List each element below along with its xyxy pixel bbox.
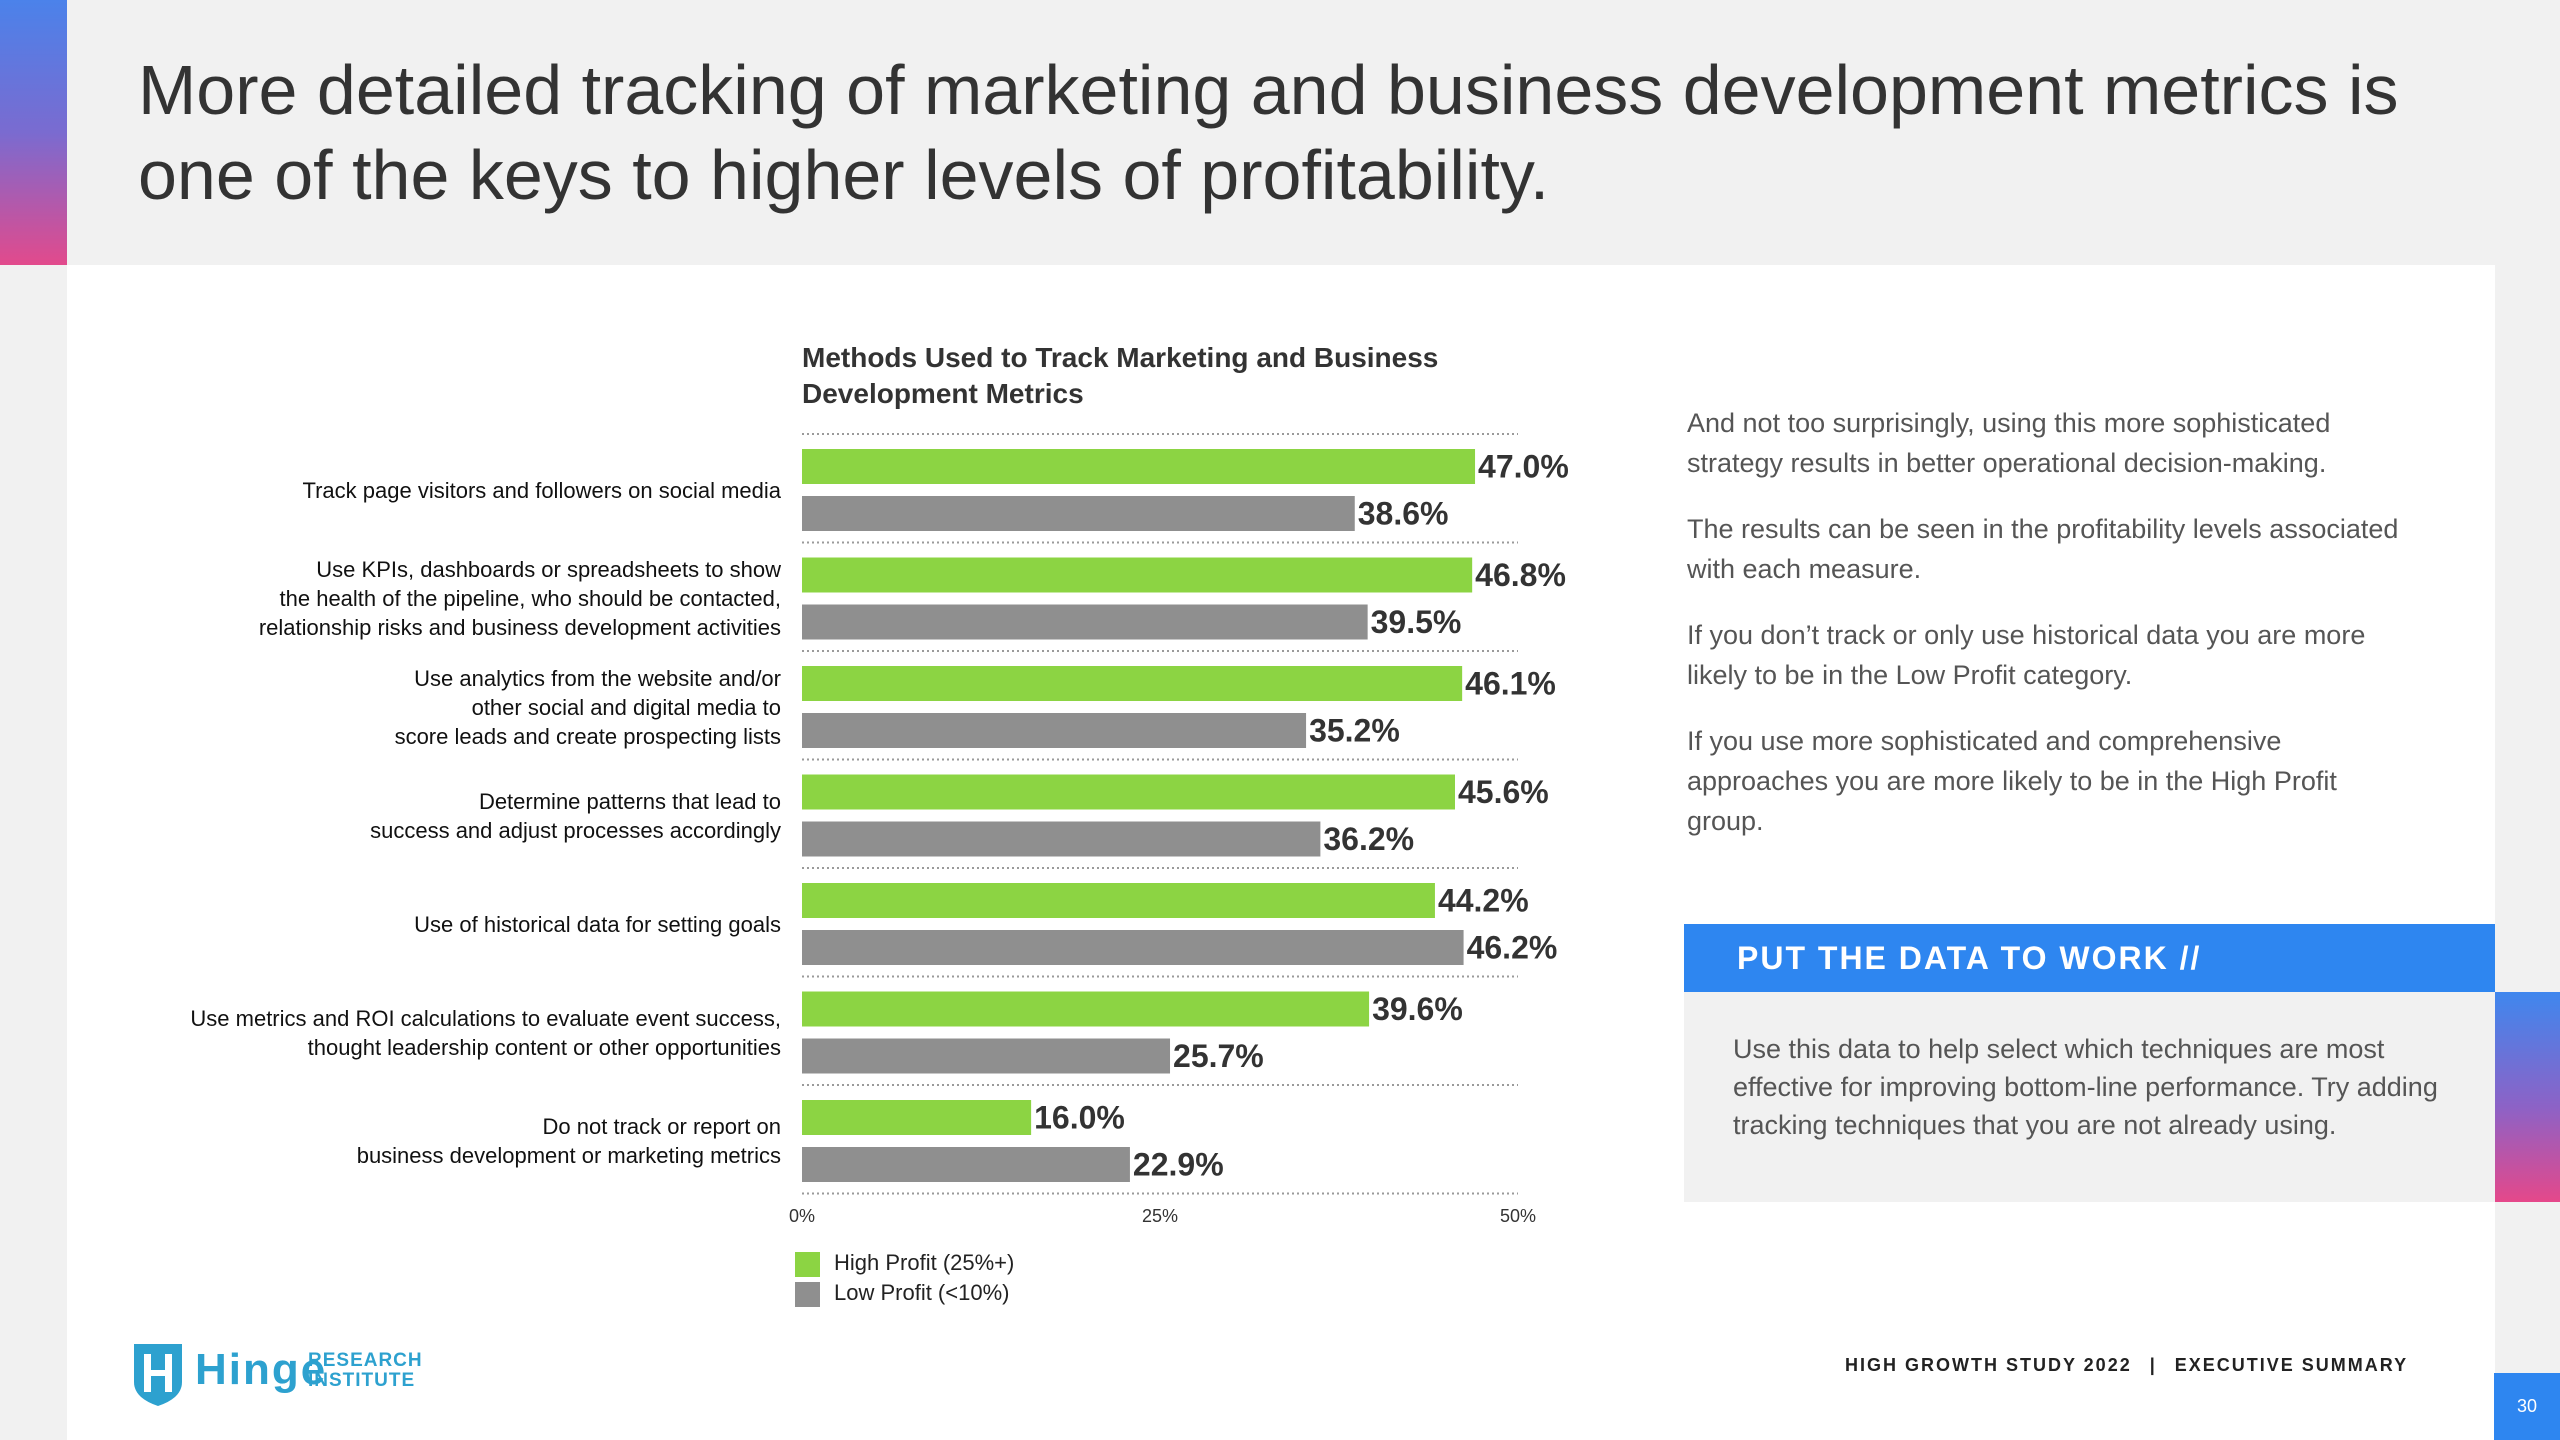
category-label: Use analytics from the website and/or oth… <box>121 664 781 751</box>
legend-label-low-profit: Low Profit (<10%) <box>834 1280 1010 1305</box>
category-label-line: thought leadership content or other oppo… <box>307 1034 781 1060</box>
bar-value-label: 25.7% <box>1173 1038 1264 1074</box>
bar-low-profit <box>802 1147 1130 1182</box>
copy-paragraph: And not too surprisingly, using this mor… <box>1687 408 2331 478</box>
top-left-accent-bar <box>0 0 67 265</box>
category-label-line: score leads and create prospecting lists <box>394 723 781 749</box>
legend-item-low-profit: Low Profit (<10%) <box>795 1280 1009 1307</box>
callout-text: Use this data to help select which techn… <box>1733 1034 2438 1140</box>
bar-high-profit <box>802 666 1463 701</box>
category-label: Do not track or report on business develo… <box>121 1112 781 1170</box>
category-label: Determine patterns that lead to success a… <box>121 787 781 845</box>
category-label-line: Determine patterns that lead to <box>478 788 781 814</box>
logo-subtitle-line: INSTITUTE <box>308 1370 416 1391</box>
logo-subtitle: RESEARCH INSTITUTE <box>308 1351 423 1391</box>
bar-high-profit <box>802 991 1370 1027</box>
bar-low-profit <box>802 930 1464 965</box>
bar-value-label: 46.2% <box>1467 930 1558 966</box>
category-label-line: Use metrics and ROI calculations to eval… <box>190 1005 781 1031</box>
hinge-shield-logo-icon <box>134 1344 182 1406</box>
copy-paragraph: If you use more sophisticated and compre… <box>1687 726 2337 836</box>
category-label-line: Track page visitors and followers on soc… <box>302 477 781 503</box>
category-label-line: the health of the pipeline, who should b… <box>279 586 781 611</box>
category-label: Use of historical data for setting goals <box>121 910 781 939</box>
callout-box <box>1684 992 2495 1202</box>
callout-header: PUT THE DATA TO WORK // <box>1684 924 2495 992</box>
page-number: 30 <box>2494 1373 2560 1440</box>
category-label-line: Use KPIs, dashboards or spreadsheets to … <box>316 557 781 582</box>
category-label-line: other social and digital media to <box>471 694 781 720</box>
chart-title: Methods Used to Track Marketing and Busi… <box>802 342 1439 409</box>
category-label-line: Use analytics from the website and/or <box>414 665 781 691</box>
category-label: Use KPIs, dashboards or spreadsheets to … <box>121 555 781 642</box>
bar-value-label: 47.0% <box>1478 449 1569 485</box>
footer: HIGH GROWTH STUDY 2022 | EXECUTIVE SUMMARY <box>1845 1355 2408 1376</box>
legend-label-high-profit: High Profit (25%+) <box>834 1250 1015 1275</box>
bar-value-label: 46.8% <box>1475 557 1566 593</box>
bar-high-profit <box>802 774 1455 810</box>
bar-value-label: 16.0% <box>1034 1100 1125 1136</box>
bar-low-profit <box>802 1038 1171 1074</box>
bar-low-profit <box>802 821 1321 857</box>
bar-value-label: 44.2% <box>1438 883 1529 919</box>
legend-swatch-low-profit <box>795 1281 820 1307</box>
category-label-line: Use of historical data for setting goals <box>414 911 781 937</box>
bar-value-label: 22.9% <box>1133 1147 1224 1183</box>
body-copy: And not too surprisingly, using this mor… <box>1687 403 2407 867</box>
bar-value-label: 39.6% <box>1372 991 1463 1027</box>
page-title: More detailed tracking of marketing and … <box>138 51 2399 214</box>
x-tick-label: 0% <box>789 1206 815 1226</box>
legend-item-high-profit: High Profit (25%+) <box>795 1250 1014 1277</box>
bar-low-profit <box>802 496 1355 531</box>
footer-section-name: EXECUTIVE SUMMARY <box>2174 1355 2409 1375</box>
bar-high-profit <box>802 449 1476 484</box>
bar-high-profit <box>802 1100 1032 1135</box>
logo-subtitle-line: RESEARCH <box>308 1350 423 1371</box>
bar-value-label: 35.2% <box>1309 713 1400 749</box>
x-tick-label: 25% <box>1142 1206 1178 1226</box>
bar-value-label: 39.5% <box>1371 604 1462 640</box>
category-label-line: relationship risks and business developm… <box>258 615 781 640</box>
bar-low-profit <box>802 604 1368 640</box>
category-label: Track page visitors and followers on soc… <box>121 476 781 505</box>
category-label-line: business development or marketing metric… <box>356 1143 781 1168</box>
bar-low-profit <box>802 713 1307 748</box>
copy-paragraph: If you don’t track or only use historica… <box>1687 620 2366 690</box>
category-label: Use metrics and ROI calculations to eval… <box>121 1004 781 1062</box>
bar-value-label: 36.2% <box>1323 821 1414 857</box>
bar-value-label: 38.6% <box>1358 496 1449 532</box>
category-label-line: Do not track or report on <box>542 1114 781 1139</box>
bar-high-profit <box>802 557 1473 593</box>
footer-separator: | <box>2149 1355 2157 1375</box>
x-tick-label: 50% <box>1500 1206 1536 1226</box>
category-label-line: success and adjust processes accordingly <box>370 817 781 843</box>
bar-value-label: 45.6% <box>1458 774 1549 810</box>
bar-value-label: 46.1% <box>1465 666 1556 702</box>
legend-swatch-high-profit <box>795 1251 820 1277</box>
bar-high-profit <box>802 883 1435 918</box>
right-accent-bar <box>2495 992 2560 1202</box>
footer-study-name: HIGH GROWTH STUDY 2022 <box>1845 1355 2132 1375</box>
logo-wordmark: Hinge <box>195 1345 328 1394</box>
copy-paragraph: The results can be seen in the profitabi… <box>1687 514 2399 584</box>
